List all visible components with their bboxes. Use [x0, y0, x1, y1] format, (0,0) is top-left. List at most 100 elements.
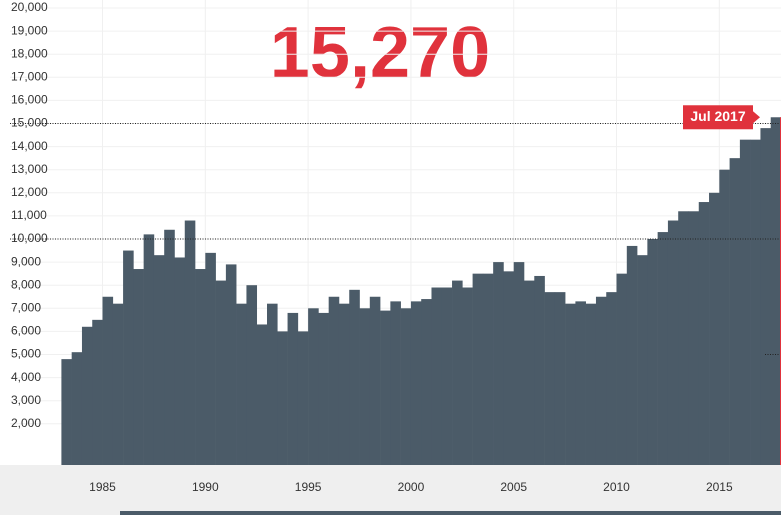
bar — [143, 234, 155, 465]
bar — [133, 269, 144, 465]
bar — [297, 331, 309, 465]
bar — [349, 289, 360, 465]
bar — [637, 255, 648, 465]
y-tick-label: 17,000 — [11, 69, 48, 83]
x-tick-label: 2000 — [398, 480, 425, 494]
bar — [400, 308, 412, 465]
x-tick-label: 1985 — [89, 480, 116, 494]
bar — [102, 296, 114, 465]
bar — [359, 308, 371, 465]
bar — [647, 239, 658, 465]
bar — [328, 296, 340, 465]
bar — [164, 229, 175, 465]
y-tick-label: 3,000 — [11, 393, 41, 407]
bar — [431, 287, 443, 465]
y-tick-label: 18,000 — [11, 46, 48, 60]
bar — [61, 359, 72, 465]
bar — [729, 158, 741, 465]
bar — [195, 269, 206, 465]
y-tick-label: 14,000 — [11, 139, 48, 153]
bar — [421, 299, 432, 465]
y-tick-label: 5,000 — [11, 347, 41, 361]
bar — [770, 117, 781, 465]
bar — [441, 287, 453, 465]
bar — [256, 324, 268, 465]
bar — [123, 250, 134, 465]
annotation-box — [683, 105, 753, 130]
y-tick-label: 15,000 — [11, 116, 48, 130]
bar — [338, 303, 350, 465]
y-tick-label: 4,000 — [11, 370, 41, 384]
y-tick-label: 9,000 — [11, 254, 41, 268]
bar — [709, 192, 720, 466]
bar — [750, 139, 761, 466]
bar — [92, 319, 103, 465]
y-tick-label: 19,000 — [11, 23, 48, 37]
bar — [719, 169, 730, 465]
bar — [493, 262, 504, 465]
bar — [575, 301, 586, 465]
y-tick-label: 8,000 — [11, 277, 41, 291]
bar — [277, 331, 288, 465]
bar — [678, 211, 689, 465]
bar — [174, 257, 186, 465]
bar — [318, 312, 329, 465]
bar — [267, 303, 278, 465]
x-tick-label: 2005 — [500, 480, 527, 494]
bar — [698, 202, 710, 466]
bar — [112, 303, 124, 465]
bar — [184, 220, 196, 465]
bar — [287, 312, 299, 465]
y-tick-label: 16,000 — [11, 93, 48, 107]
bar — [667, 220, 679, 465]
bar — [472, 273, 484, 465]
headline: 15,270 — [270, 13, 490, 93]
bar — [410, 301, 422, 465]
bar — [153, 255, 165, 465]
y-tick-label: 13,000 — [11, 162, 48, 176]
bar — [606, 292, 617, 465]
bar — [595, 296, 607, 465]
y-tick-label: 11,000 — [11, 208, 47, 222]
bar — [657, 232, 669, 465]
bar — [565, 303, 576, 465]
bar — [616, 273, 628, 465]
bar — [534, 275, 545, 465]
bar — [688, 211, 700, 465]
bar — [452, 280, 463, 465]
bar — [225, 264, 237, 465]
y-tick-label: 20,000 — [11, 0, 48, 14]
bar — [462, 287, 473, 465]
bar — [503, 271, 515, 465]
x-tick-label: 2015 — [706, 480, 733, 494]
bar — [482, 273, 494, 465]
x-tick-label: 2010 — [603, 480, 630, 494]
bar — [369, 296, 381, 465]
bar — [544, 292, 556, 465]
x-tick-label: 1990 — [192, 480, 219, 494]
y-tick-label: 2,000 — [11, 416, 41, 430]
bar — [739, 139, 751, 466]
bar — [308, 308, 319, 465]
y-tick-label: 7,000 — [11, 300, 41, 314]
bar — [554, 292, 566, 465]
bar — [215, 280, 227, 465]
bar — [380, 310, 391, 465]
bar — [246, 285, 258, 465]
axis-band — [0, 465, 781, 515]
bar — [760, 128, 772, 465]
bar — [390, 301, 401, 465]
bar — [81, 326, 93, 465]
bar — [71, 352, 83, 465]
bar — [626, 245, 638, 465]
bottom-bar — [120, 511, 781, 515]
y-tick-label: 6,000 — [11, 324, 41, 338]
bar — [585, 303, 597, 465]
annotation-pointer — [753, 111, 760, 124]
bar — [236, 303, 247, 465]
bar — [513, 262, 525, 465]
y-tick-label: 10,000 — [11, 231, 48, 245]
annotation-label: Jul 2017 — [690, 108, 745, 124]
y-tick-label: 12,000 — [11, 185, 48, 199]
